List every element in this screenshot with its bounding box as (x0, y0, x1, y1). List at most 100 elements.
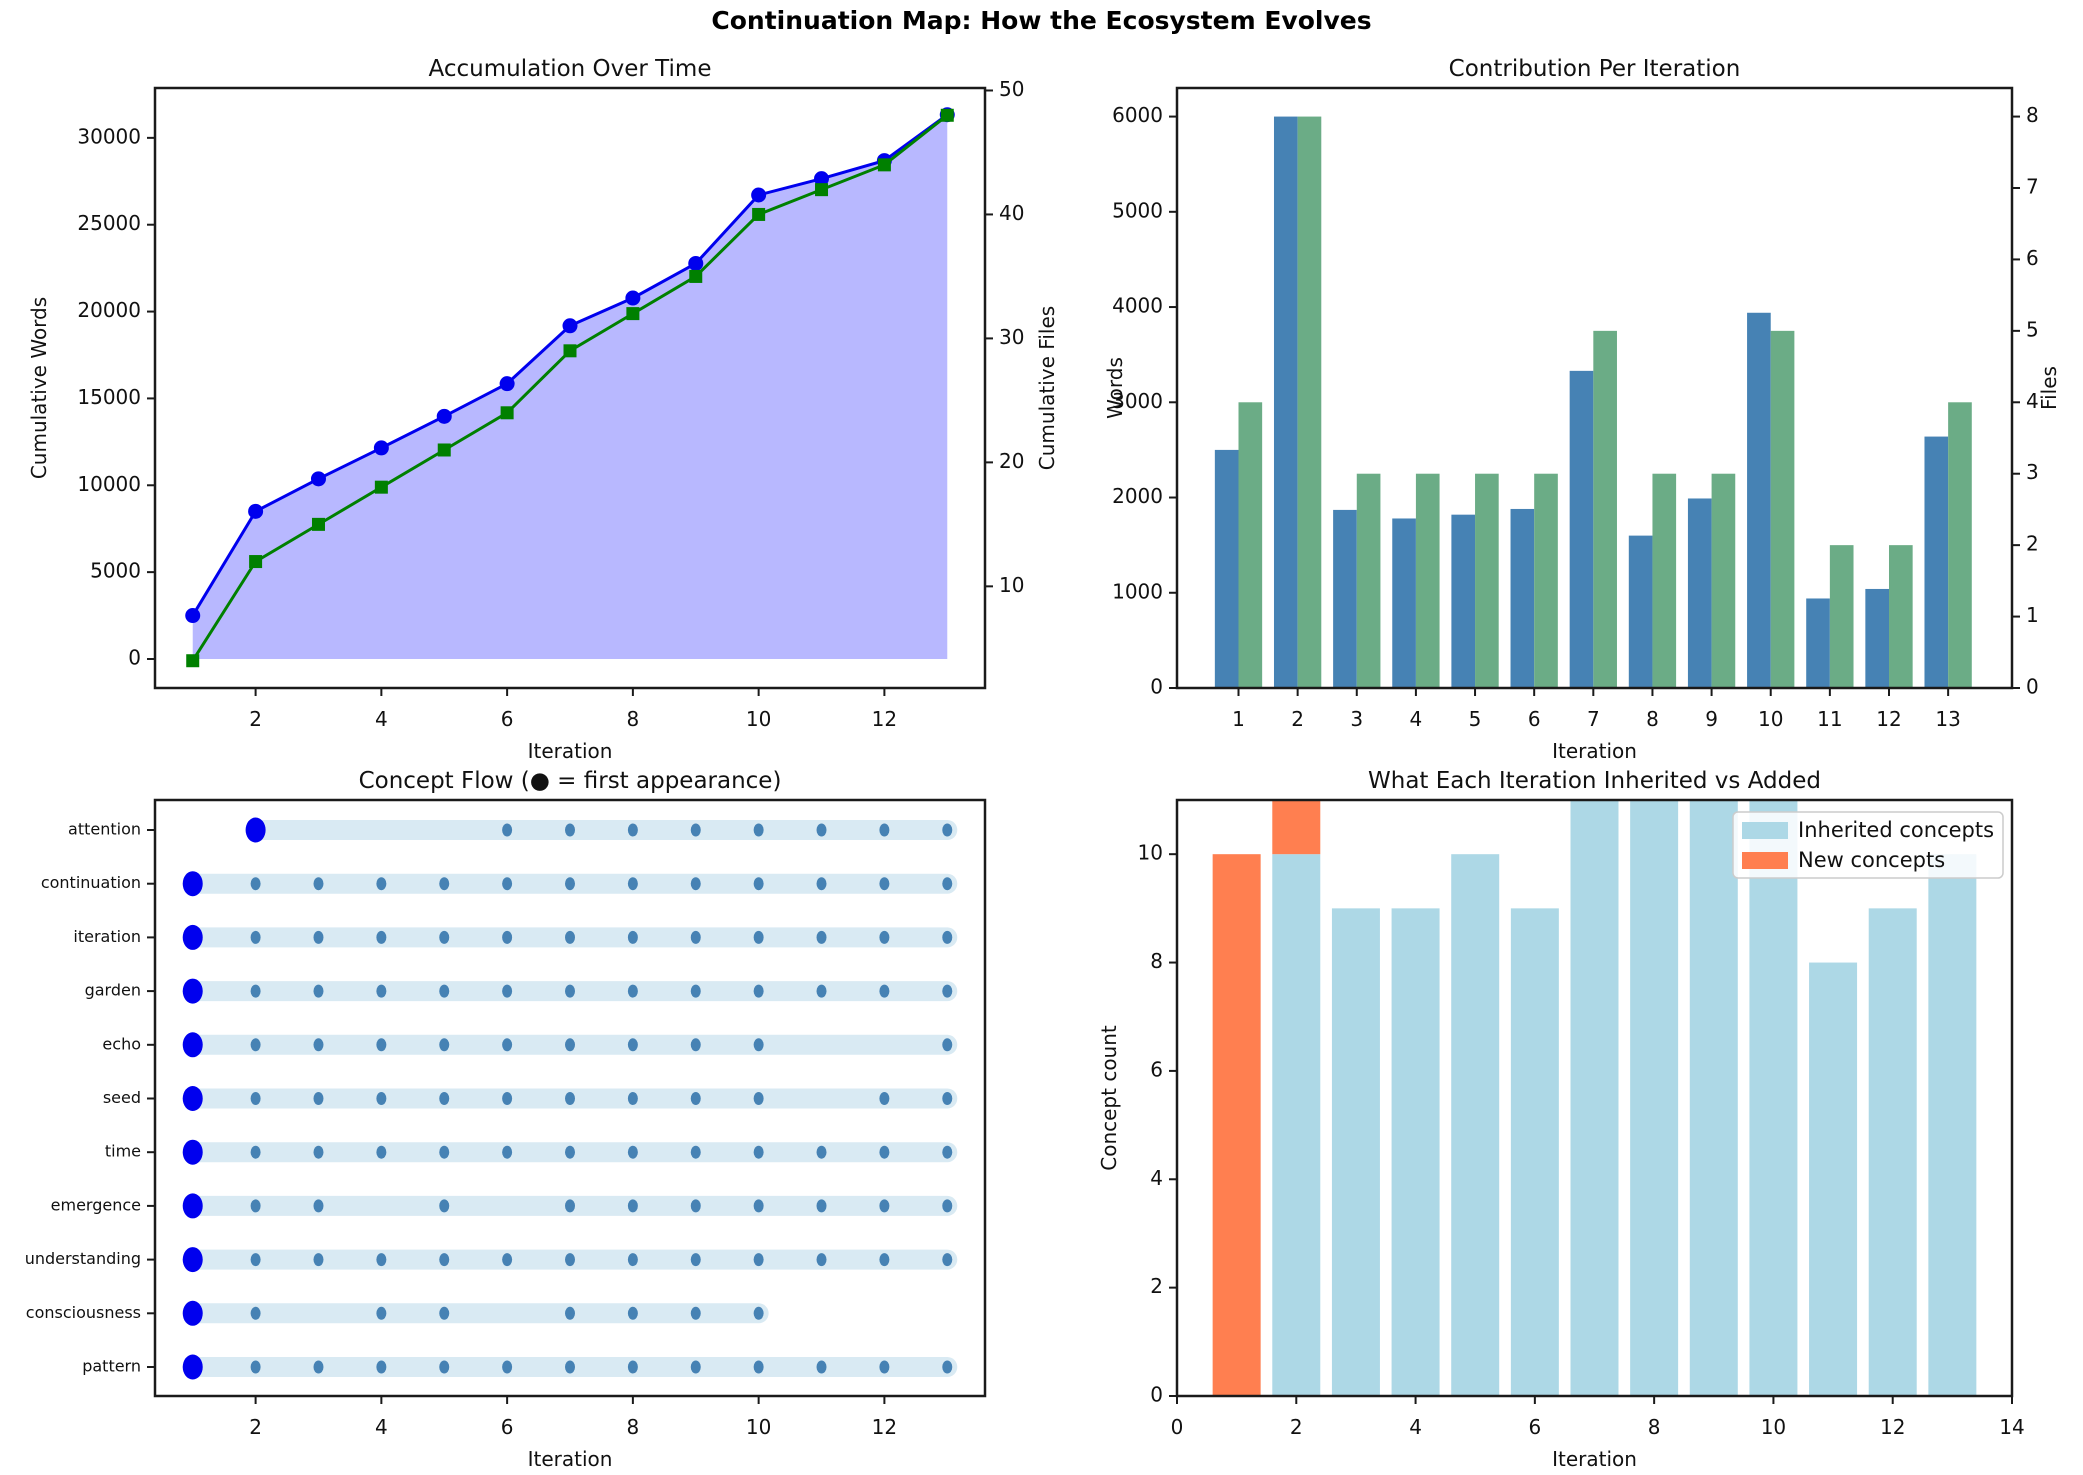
tick-label: 10 (746, 1415, 771, 1439)
bar-inherited-iter-8 (1630, 800, 1679, 1396)
marker-words-point (185, 608, 201, 624)
legend-swatch-new (1742, 852, 1788, 869)
tick-label: 10 (1138, 841, 1163, 865)
tick-label: 4 (2026, 389, 2039, 413)
legend-label-new: New concepts (1798, 848, 1945, 872)
marker-files-point (940, 108, 954, 122)
dot-consciousness-iter-8 (627, 1306, 638, 1320)
bar-files-iter-12 (1888, 545, 1913, 688)
dot-understanding-iter-6 (502, 1253, 513, 1267)
bar-files-iter-1 (1238, 402, 1263, 688)
dot-time-iter-11 (816, 1145, 827, 1159)
tick-label: 8 (627, 707, 640, 731)
dot-iteration-iter-6 (502, 930, 513, 944)
bar-words-iter-9 (1687, 498, 1712, 688)
dot-continuation-iter-13 (942, 877, 953, 891)
dot-seed-iter-4 (376, 1092, 387, 1105)
dot-seed-iter-3 (313, 1092, 324, 1105)
bar-words-iter-4 (1392, 518, 1416, 688)
first-appearance-dot-seed (182, 1086, 203, 1111)
first-appearance-dot-pattern (182, 1354, 203, 1380)
marker-files-point (374, 480, 388, 494)
dot-pattern-iter-6 (502, 1360, 513, 1374)
dot-pattern-iter-8 (627, 1360, 638, 1374)
dot-continuation-iter-6 (502, 877, 513, 891)
dot-emergence-iter-13 (942, 1199, 953, 1213)
tick-label: 3000 (1112, 389, 1163, 413)
axes-frame-concept-flow (153, 798, 987, 1398)
bar-words-iter-12 (1865, 588, 1889, 688)
dot-emergence-iter-8 (627, 1199, 638, 1213)
dot-emergence-iter-7 (565, 1199, 575, 1213)
concept-label-time: time (105, 1142, 141, 1161)
bar-words-iter-13 (1924, 436, 1949, 688)
dot-understanding-iter-4 (376, 1253, 387, 1267)
dot-time-iter-4 (376, 1145, 387, 1159)
chart-contribution-per-iteration: 1 2 3 4 5 6 7 8 9 10 11 12 1301000200030004000500060… (1112, 103, 2039, 731)
tick-label: 2000 (1112, 484, 1163, 508)
tick-label: 5000 (90, 559, 141, 583)
tick-label: 6 (2026, 246, 2039, 270)
bar-words-iter-1 (1214, 449, 1239, 688)
tick-label: 1000 (1112, 579, 1163, 603)
dot-seed-iter-10 (753, 1092, 764, 1105)
dot-garden-iter-7 (565, 984, 575, 998)
dot-consciousness-iter-7 (565, 1306, 575, 1320)
bar-files-iter-11 (1829, 545, 1854, 688)
dot-pattern-iter-10 (753, 1360, 764, 1374)
tick-label: 8 (2026, 103, 2039, 127)
dot-iteration-iter-5 (439, 930, 450, 944)
tick-label: 4 (375, 707, 388, 731)
marker-files-point (877, 158, 891, 172)
dot-time-iter-10 (753, 1145, 764, 1159)
dot-pattern-iter-2 (250, 1360, 261, 1374)
marker-words-point (373, 440, 389, 456)
dot-consciousness-iter-9 (690, 1306, 701, 1320)
dot-understanding-iter-10 (753, 1253, 764, 1267)
marker-files-point (437, 443, 451, 457)
first-appearance-dot-understanding (182, 1247, 203, 1273)
tick-label: 6 (1150, 1057, 1163, 1081)
dot-time-iter-6 (502, 1145, 513, 1159)
bar-files-iter-13 (1948, 402, 1972, 688)
figure-suptitle: Continuation Map: How the Ecosystem Evol… (711, 6, 1372, 35)
tick-label: 12 (872, 707, 897, 731)
ylabel-concept-count: Concept count (1097, 1025, 1121, 1171)
dot-echo-iter-7 (565, 1038, 575, 1052)
tick-label: 7 (1587, 707, 1600, 731)
dot-iteration-iter-10 (753, 930, 764, 944)
legend-label-inherited: Inherited concepts (1798, 818, 1994, 842)
dot-continuation-iter-7 (565, 877, 575, 891)
dot-seed-iter-9 (690, 1092, 701, 1105)
dot-pattern-iter-9 (690, 1360, 701, 1374)
legend-swatch-inherited (1742, 822, 1788, 839)
marker-files-point (626, 307, 640, 321)
dot-consciousness-iter-10 (753, 1306, 764, 1320)
dot-seed-iter-5 (439, 1092, 450, 1105)
tick-label: 10000 (77, 472, 141, 496)
dot-emergence-iter-2 (250, 1199, 261, 1213)
dot-garden-iter-10 (753, 984, 764, 998)
dot-seed-iter-6 (502, 1092, 513, 1105)
dot-iteration-iter-8 (627, 930, 638, 944)
marker-words-point (499, 376, 515, 392)
chart-title-inherited: What Each Iteration Inherited vs Added (1368, 768, 1821, 794)
dot-understanding-iter-2 (250, 1253, 261, 1267)
tick-label: 12 (872, 1415, 897, 1439)
chart-concept-flow: attention continuation iteration garden echo… (25, 817, 958, 1439)
tick-label: 11 (1817, 707, 1842, 731)
dot-time-iter-2 (250, 1145, 261, 1159)
concept-label-garden: garden (85, 981, 141, 1000)
dot-seed-iter-13 (942, 1092, 953, 1105)
dot-seed-iter-7 (565, 1092, 575, 1105)
tick-label: 10 (746, 707, 771, 731)
bar-new-iter-2 (1272, 800, 1321, 855)
dot-iteration-iter-9 (690, 930, 701, 944)
tick-label: 15000 (77, 385, 141, 409)
bar-files-iter-4 (1415, 473, 1440, 688)
tick-label: 7 (2026, 175, 2039, 199)
marker-words-point (751, 187, 767, 203)
bar-files-iter-6 (1534, 473, 1558, 688)
dot-garden-iter-13 (942, 984, 953, 998)
band-attention (245, 820, 958, 840)
